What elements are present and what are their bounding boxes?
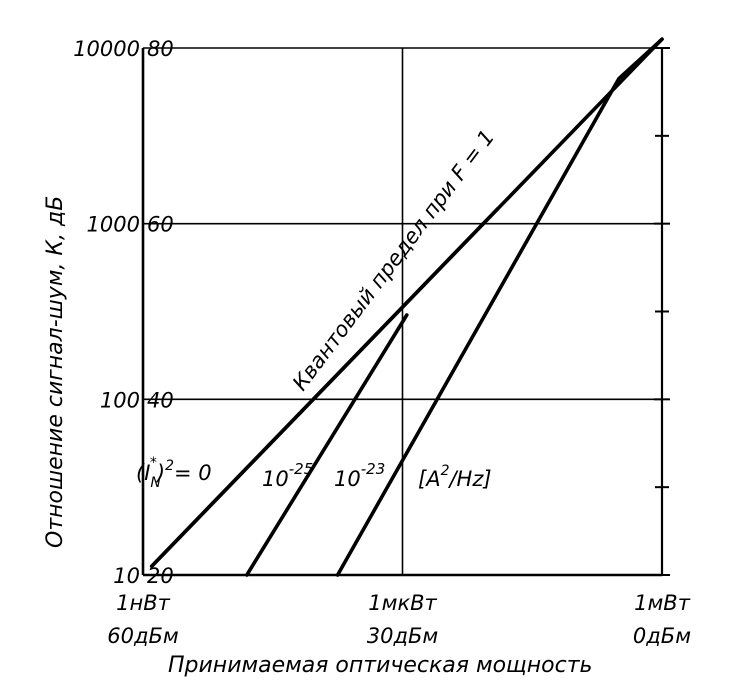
x-tick-label-power-2: 1мВт <box>634 591 691 615</box>
y-ratio-tick-label-0: 10 <box>113 564 140 588</box>
y-db-tick-label-3: 80 <box>147 37 174 61</box>
quantum-limit-label: Квантовый предел при F = 1 <box>288 125 499 395</box>
x-tick-label-power-0: 1нВт <box>116 591 170 615</box>
noise-unit-label: [A2/Hz] <box>418 463 492 491</box>
tick-layer: 10 20 100 40 1000 60 10000 80 1нВт 60дБм 1мкВт 30дБ… <box>73 37 691 648</box>
y-db-tick-label-2: 60 <box>147 213 174 237</box>
series-line-3 <box>335 37 664 577</box>
plot-frame-layer <box>141 47 670 577</box>
y-db-tick-label-1: 40 <box>147 388 174 412</box>
series-label-1e-23: 10-23 <box>334 460 385 491</box>
x-tick-label-dbm-1: 30дБм <box>367 624 439 648</box>
y-ratio-tick-label-3: 10000 <box>73 37 140 61</box>
x-tick-label-power-1: 1мкВт <box>368 591 437 615</box>
y-ratio-tick-label-2: 1000 <box>87 213 140 237</box>
x-tick-label-dbm-2: 0дБм <box>633 624 691 648</box>
x-axis-title: Принимаемая оптическая мощность <box>168 653 593 678</box>
series-line-1 <box>149 206 500 569</box>
x-tick-label-dbm-0: 60дБм <box>107 624 179 648</box>
y-axis-title: Отношение сигнал-шум, К, дБ <box>43 196 68 548</box>
y-db-tick-label-0: 20 <box>147 564 174 588</box>
series-label-1e-25: 10-25 <box>262 460 313 491</box>
series-label-zero-noise: (IN*)2= 0 <box>136 455 212 491</box>
y-ratio-tick-label-1: 100 <box>100 388 140 412</box>
series-line-2 <box>245 313 409 577</box>
series-layer <box>149 37 664 577</box>
